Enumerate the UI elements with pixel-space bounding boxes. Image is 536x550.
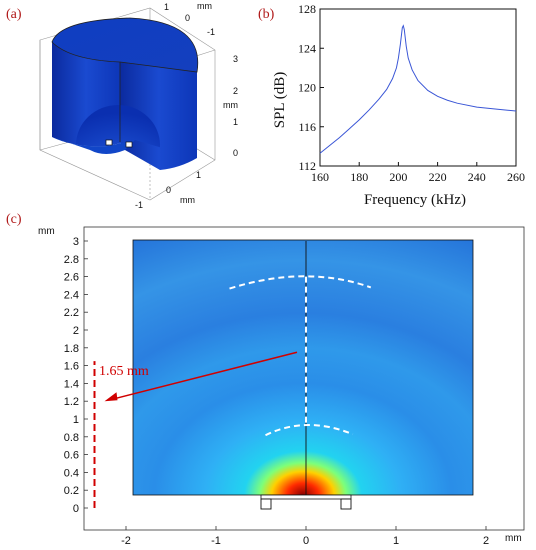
c-overlay-layer: [93, 241, 372, 510]
c-tick-layer: -2 -1 0 1 2 0 0.2 0.4 0.6 0.8 1 1.2 1.4 1.6 1.8 2 2.2 2.4…: [64, 236, 489, 547]
c-ytick-label: 2.8: [64, 254, 79, 266]
panel-a-ticks: mm 1 0 -1 3 mm 2 1 0 0 mm -1 1: [135, 1, 238, 210]
c-xtick-label: -2: [121, 535, 131, 547]
a-ytick-1: 0: [185, 13, 190, 23]
b-ytick-label: 116: [298, 120, 316, 134]
c-ytick-label: 1.4: [64, 378, 79, 390]
c-ytick-label: 2: [73, 325, 79, 337]
c-ytick-label: 0.4: [64, 467, 79, 479]
c-ytick-label: 1.2: [64, 396, 79, 408]
c-ytick-label: 0.8: [64, 432, 79, 444]
b-series-layer: [319, 24, 517, 154]
c-ytick-label: 0.6: [64, 450, 79, 462]
c-ytick-label: 0: [73, 503, 79, 515]
c-transducer-right: [340, 498, 352, 510]
panel-c: (c) mm mm -2 -1 0 1 2 0 0.2 0.4 0.6 0.8 1 1.2 1.4 1.6…: [6, 212, 525, 547]
b-spl-series-line: [319, 24, 517, 154]
cylinder-right-side: [120, 62, 197, 170]
c-annotation-arrow: [112, 351, 298, 400]
a-mm-top: mm: [197, 1, 212, 11]
b-tick-layer: 160 180 200 220 240 260 112 116 120 124 128: [298, 2, 525, 184]
a-mm-bottom: mm: [180, 195, 195, 205]
panel-a-label: (a): [6, 7, 22, 22]
a-xtick-2: 1: [196, 170, 201, 180]
c-ytick-label: 2.4: [64, 289, 79, 301]
c-transducer-plate: [260, 494, 352, 500]
a-ztick-3: 0: [233, 148, 238, 158]
panel-b: (b) SPL (dB) Frequency (kHz) 160 180 200 22…: [258, 2, 525, 208]
a-xtick-1: -1: [135, 200, 143, 210]
b-xtick-label: 160: [311, 170, 329, 184]
transducer-left: [105, 139, 113, 146]
a-xtick-0: 0: [166, 185, 171, 195]
transducer-right: [125, 141, 133, 148]
panel-b-label: (b): [258, 7, 275, 22]
b-xtick-label: 180: [350, 170, 368, 184]
panel-a-cylinder: [51, 17, 199, 170]
a-mm-side: mm: [223, 100, 238, 110]
b-xlabel: Frequency (kHz): [364, 192, 466, 208]
c-annotation: 1.65 mm: [99, 364, 149, 379]
c-xtick-label: -1: [211, 535, 221, 547]
c-unit-top: mm: [38, 226, 55, 237]
b-ytick-label: 120: [298, 81, 316, 95]
a-ztick-0: 3: [233, 54, 238, 64]
a-ztick-1: 2: [233, 86, 238, 96]
b-plot-frame: [319, 8, 517, 167]
a-ytick-0: 1: [164, 2, 169, 12]
c-annotation-arrowhead: [104, 392, 118, 402]
b-xtick-label: 220: [429, 170, 447, 184]
cylinder-top: [51, 17, 199, 73]
c-xtick-label: 1: [393, 535, 399, 547]
c-ytick-label: 3: [73, 236, 79, 248]
c-xtick-label: 2: [483, 535, 489, 547]
b-ytick-label: 112: [298, 159, 316, 173]
c-ytick-label: 1.8: [64, 343, 79, 355]
panel-a: (a) mm 1 0 -: [6, 1, 238, 210]
b-xtick-label: 240: [468, 170, 486, 184]
c-field: [132, 239, 474, 496]
a-ztick-2: 1: [233, 117, 238, 127]
cylinder-cut-face: [52, 137, 135, 154]
c-ytick-label: 0.2: [64, 485, 79, 497]
c-transducer-left: [260, 498, 272, 510]
c-lower-wavefront-arc: [265, 423, 354, 437]
c-ytick-label: 2.2: [64, 307, 79, 319]
c-ytick-label: 1.6: [64, 361, 79, 373]
c-unit-right: mm: [505, 533, 522, 544]
b-ytick-label: 124: [298, 41, 316, 55]
a-ytick-2: -1: [207, 27, 215, 37]
b-xtick-label: 260: [507, 170, 525, 184]
c-ytick-label: 2.6: [64, 272, 79, 284]
b-ytick-label: 128: [298, 2, 316, 16]
b-xtick-label: 200: [389, 170, 407, 184]
c-xtick-label: 0: [303, 535, 309, 547]
c-upper-wavefront-arc: [229, 275, 372, 290]
c-ytick-label: 1: [73, 414, 79, 426]
c-plot-frame: [83, 226, 525, 531]
b-ylabel: SPL (dB): [272, 72, 288, 129]
panel-c-label: (c): [6, 212, 22, 227]
